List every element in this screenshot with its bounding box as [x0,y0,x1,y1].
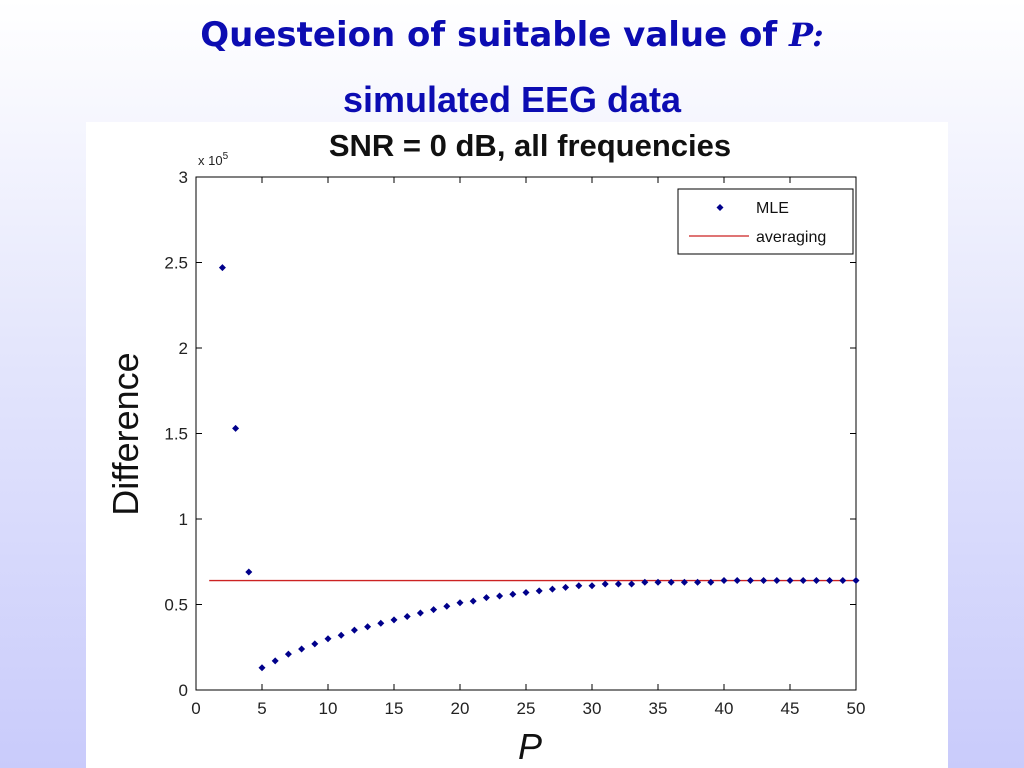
y-tick-label: 0.5 [164,596,188,615]
legend-mle-label: MLE [756,200,789,217]
mle-data-point [496,592,504,600]
mle-data-point [707,578,715,586]
mle-data-point [654,578,662,586]
mle-data-point [588,582,596,590]
mle-data-point [284,650,292,658]
x-tick-label: 40 [715,699,734,718]
y-tick-label: 2.5 [164,254,188,273]
chart-title: SNR = 0 dB, all frequencies [329,128,731,163]
mle-data-point [535,587,543,595]
mle-data-point [350,626,358,634]
x-tick-label: 15 [385,699,404,718]
mle-data-point [443,602,451,610]
mle-data-point [337,631,345,639]
mle-data-point [298,645,306,653]
legend-mle-marker [716,204,724,211]
mle-data-point [390,616,398,624]
mle-data-point [522,589,530,597]
slide-title: Questeion of suitable value of P: simula… [0,18,1024,118]
mle-data-point [786,577,794,585]
mle-data-point [601,580,609,588]
chart-figure: SNR = 0 dB, all frequencies 0 5 10 15 20 25 30… [86,122,948,768]
x-tick-label: 10 [319,699,338,718]
mle-data-point [469,597,477,605]
y-tick-label: 1.5 [164,425,188,444]
chart-legend: MLE averaging [677,188,854,255]
mle-data-point [852,577,860,585]
x-tick-label: 25 [517,699,536,718]
mle-data-point [245,568,253,576]
mle-data-point [482,594,490,602]
mle-data-point [694,578,702,586]
mle-data-point [667,578,675,586]
x-tick-label: 30 [583,699,602,718]
mle-data-point [760,577,768,585]
legend-averaging-label: averaging [756,229,826,246]
mle-data-point [812,577,820,585]
mle-data-point [311,640,319,648]
slide-subtitle: simulated EEG data [342,79,682,120]
mle-data-point [456,599,464,607]
mle-data-point [218,264,226,272]
mle-data-point [271,657,279,665]
mle-data-point [614,580,622,588]
mle-data-point [826,577,834,585]
slide-title-text: Questeion of suitable value of [200,15,790,55]
mle-data-point [403,612,411,620]
mle-data-point [746,577,754,585]
mle-data-point [232,424,240,432]
x-tick-label: 5 [257,699,266,718]
x-tick-label: 35 [649,699,668,718]
mle-data-point [258,664,266,672]
chart-canvas: SNR = 0 dB, all frequencies 0 5 10 15 20 25 30… [105,128,865,767]
y-tick-label: 2 [179,339,188,358]
mle-data-point [377,619,385,627]
y-exponent-label: x 105 [198,151,229,168]
x-tick-label: 0 [191,699,200,718]
x-tick-label: 45 [781,699,800,718]
plot-area [195,176,857,691]
mle-data-point [720,577,728,585]
mle-data-point [416,609,424,617]
mle-data-point [324,635,332,643]
mle-data-point [839,577,847,585]
mle-data-point [799,577,807,585]
slide-title-variable: P: [789,16,824,54]
legend-box [677,188,854,255]
mle-data-point [680,578,688,586]
mle-data-point [562,583,570,591]
x-tick-label: 50 [847,699,866,718]
y-tick-label: 3 [179,168,188,187]
slide-title-line: Questeion of suitable value of P: [0,18,1024,64]
y-axis-label: Difference [105,352,146,515]
y-tick-label: 0 [179,681,188,700]
axis-ticks: 0 5 10 15 20 25 30 35 40 45 50 0 0.5 1 1.5 2 2.5 3 [164,168,865,718]
mle-data-point [628,580,636,588]
y-exponent-power: 5 [223,151,229,162]
series-layer [209,264,860,672]
y-exponent-base: x 10 [198,153,223,168]
mle-data-point [548,585,556,593]
mle-data-point [641,578,649,586]
x-tick-label: 20 [451,699,470,718]
mle-data-point [364,623,372,631]
mle-data-point [430,606,438,614]
x-axis-label: P [518,726,542,767]
y-tick-label: 1 [179,510,188,529]
mle-data-point [773,577,781,585]
mle-data-point [733,577,741,585]
mle-data-point [509,590,517,598]
mle-data-point [575,582,583,590]
